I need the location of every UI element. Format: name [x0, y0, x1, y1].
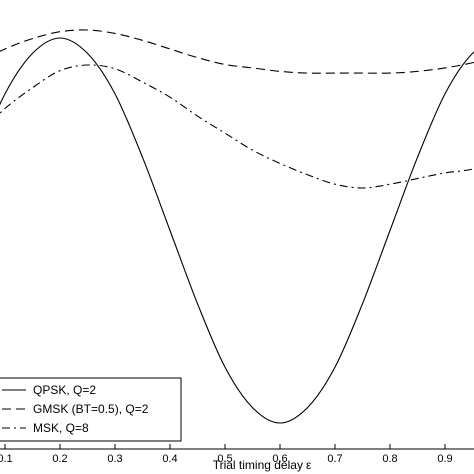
x-axis-label: Trial timing delay ε	[213, 458, 312, 472]
x-tick-label: 0.7	[327, 453, 342, 465]
legend-entry-label: GMSK (BT=0.5), Q=2	[33, 402, 149, 416]
plot-area	[0, 29, 474, 424]
x-tick-label: 0.4	[162, 453, 177, 465]
x-tick-label: 0.8	[382, 453, 397, 465]
x-axis-ticks: 0.1 0.2 0.3 0.4 0.5 0.6 0.7 0.8 0.9	[0, 444, 453, 465]
x-tick-label: 0.1	[0, 453, 13, 465]
x-tick-label: 0.2	[52, 453, 67, 465]
x-tick-label: 0.6	[272, 453, 287, 465]
series-line-3	[0, 64, 474, 189]
x-tick-label: 0.3	[107, 453, 122, 465]
series-line-2	[0, 29, 474, 74]
legend-entry-label: MSK, Q=8	[33, 421, 89, 435]
series-line-1	[0, 37, 474, 424]
legend: QPSK, Q=2 GMSK (BT=0.5), Q=2 MSK, Q=8	[0, 377, 182, 442]
x-tick-label: 0.9	[437, 453, 452, 465]
x-tick-label: 0.5	[217, 453, 232, 465]
legend-entry-label: QPSK, Q=2	[33, 383, 96, 397]
legend-box	[0, 377, 182, 442]
